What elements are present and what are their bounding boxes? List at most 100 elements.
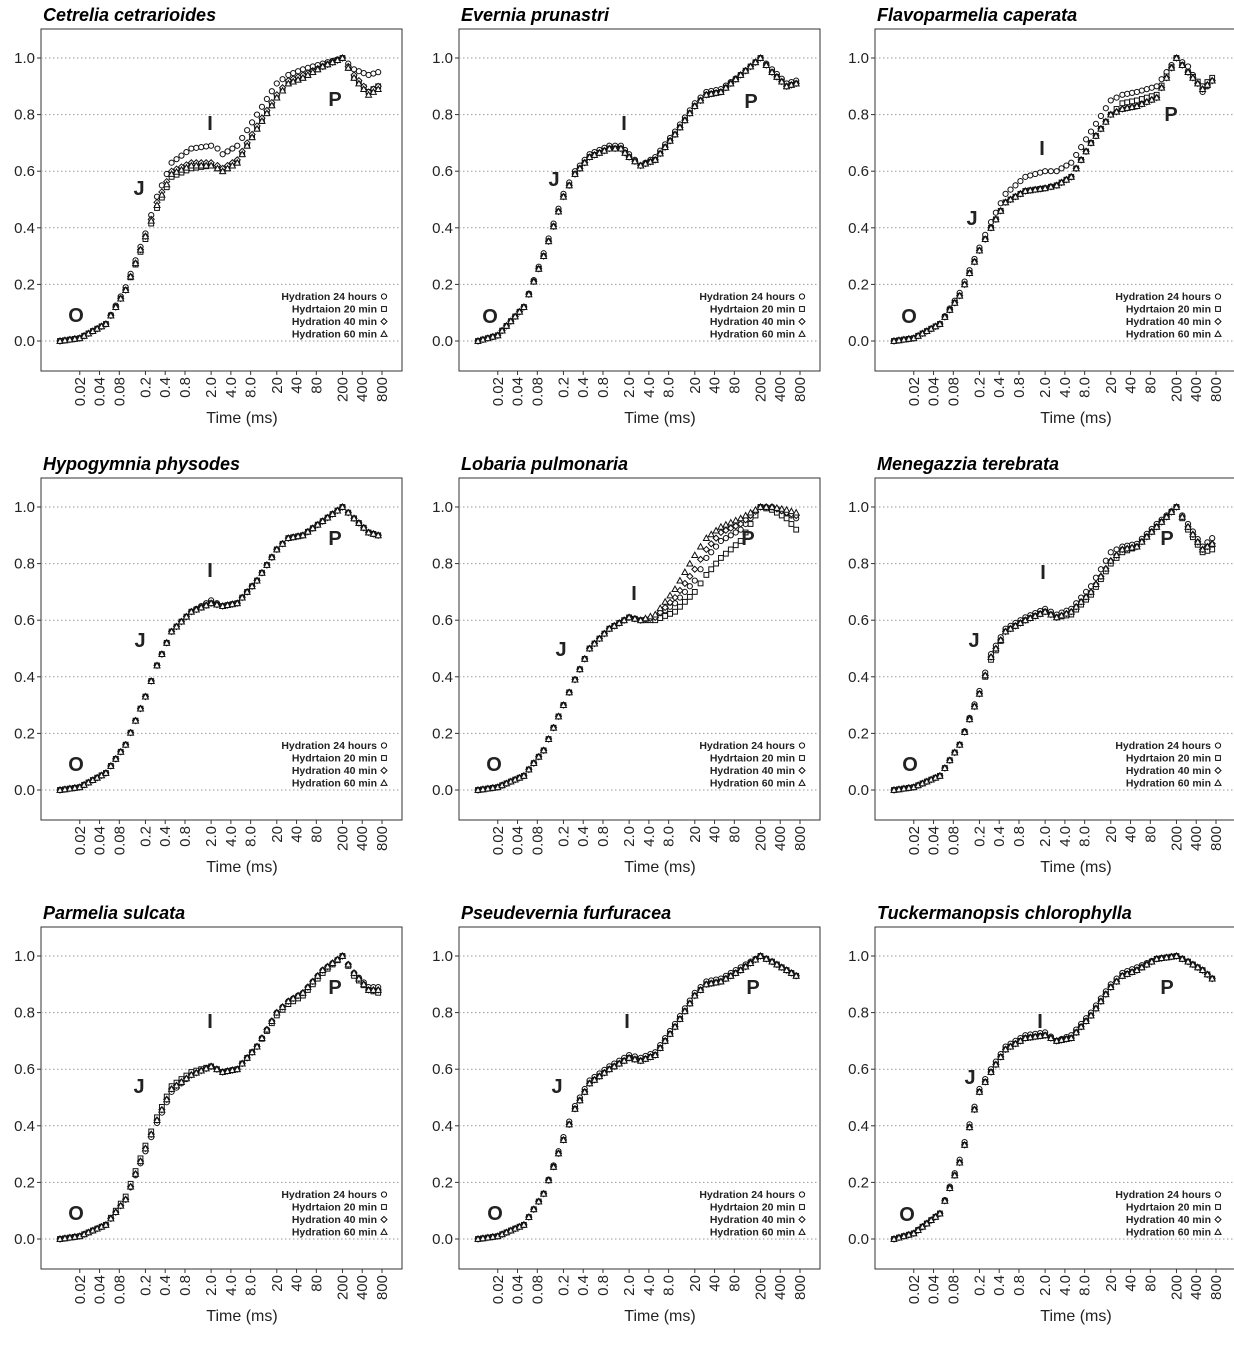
- data-point: [565, 688, 574, 696]
- x-tick-label: 400: [772, 377, 789, 402]
- data-point: [565, 1120, 574, 1128]
- data-point: [313, 520, 322, 528]
- phase-label-j: J: [134, 630, 145, 652]
- data-point: [656, 1043, 665, 1051]
- data-point: [1078, 144, 1085, 151]
- data-point: [576, 1096, 584, 1104]
- data-point: [595, 634, 604, 642]
- data-point: [792, 971, 801, 979]
- phase-label-o: O: [902, 754, 918, 776]
- x-tick-label: 0.4: [157, 1275, 174, 1296]
- data-point: [294, 75, 302, 83]
- legend-entry: Hydrtaion 20 min: [710, 1202, 795, 1214]
- data-point: [1106, 556, 1115, 564]
- phase-label-j: J: [133, 178, 144, 200]
- data-point: [1062, 1034, 1071, 1042]
- data-point: [1184, 68, 1192, 76]
- x-tick-label: 0.02: [490, 1275, 507, 1304]
- data-point: [576, 164, 584, 172]
- data-point: [1189, 530, 1197, 538]
- data-point: [1032, 170, 1039, 178]
- data-point: [960, 1140, 969, 1148]
- data-point: [1128, 103, 1136, 110]
- phase-label-i: I: [621, 113, 627, 135]
- legend-marker: [1215, 1204, 1221, 1210]
- data-point: [702, 90, 711, 98]
- data-point: [233, 1065, 242, 1073]
- legend-marker: [380, 1191, 388, 1198]
- legend-marker: [1215, 755, 1221, 761]
- data-point: [1162, 953, 1171, 961]
- data-point: [318, 966, 327, 974]
- data-point: [1138, 537, 1146, 545]
- data-point: [736, 966, 745, 974]
- x-tick-label: 0.02: [490, 377, 507, 406]
- x-tick-label: 0.2: [971, 1275, 988, 1296]
- data-point: [1037, 169, 1044, 176]
- legend-marker: [380, 778, 388, 786]
- x-axis-label: Time (ms): [206, 1308, 277, 1325]
- data-point: [1057, 1035, 1066, 1043]
- data-point: [173, 156, 180, 163]
- data-point: [1208, 539, 1217, 547]
- data-point: [554, 712, 563, 720]
- x-tick-label: 8.0: [243, 826, 260, 847]
- data-point: [126, 1182, 135, 1190]
- data-point: [1087, 128, 1095, 135]
- data-point: [927, 1216, 936, 1224]
- data-point: [182, 612, 191, 620]
- data-point: [278, 86, 287, 94]
- x-tick-label: 800: [1208, 826, 1225, 851]
- data-point: [900, 784, 908, 792]
- data-point: [267, 1017, 276, 1024]
- x-tick-label: 0.4: [157, 826, 174, 847]
- x-tick-label: 20: [687, 1275, 704, 1292]
- data-point: [344, 508, 353, 516]
- data-point: [182, 1074, 191, 1082]
- data-point: [111, 754, 120, 762]
- data-point: [167, 170, 176, 177]
- legend-entry: Hydration 24 hours: [1115, 291, 1211, 303]
- x-tick-label: 80: [726, 377, 743, 394]
- x-tick-label: 0.02: [490, 826, 507, 855]
- data-point: [273, 80, 280, 87]
- data-point: [1047, 168, 1054, 175]
- data-point: [747, 521, 754, 527]
- data-point: [1167, 63, 1176, 71]
- data-point: [641, 159, 650, 167]
- data-point: [777, 77, 786, 85]
- data-point: [355, 79, 363, 87]
- x-tick-label: 80: [1142, 826, 1159, 843]
- x-tick-label: 0.08: [111, 377, 128, 406]
- data-point: [203, 143, 210, 150]
- data-point: [187, 161, 196, 169]
- x-tick-label: 2.0: [203, 377, 220, 398]
- x-tick-label: 0.8: [1011, 377, 1028, 398]
- data-point: [520, 303, 528, 310]
- x-tick-label: 200: [752, 1275, 769, 1300]
- x-tick-label: 4.0: [641, 826, 658, 847]
- data-point: [717, 528, 725, 537]
- legend-entry: Hydration 24 hours: [699, 740, 795, 752]
- data-point: [177, 165, 186, 173]
- phase-label-o: O: [487, 1203, 503, 1225]
- data-point: [685, 559, 694, 567]
- data-point: [1057, 611, 1066, 619]
- data-point: [244, 127, 251, 134]
- y-tick-label: 1.0: [14, 499, 35, 516]
- data-point: [369, 985, 378, 993]
- data-point: [193, 144, 200, 151]
- x-tick-label: 0.08: [529, 826, 546, 855]
- data-point: [1097, 112, 1105, 120]
- data-point: [488, 1232, 497, 1240]
- y-tick-label: 0.2: [848, 725, 869, 742]
- data-point: [350, 514, 358, 522]
- legend-entry: Hydration 60 min: [1126, 329, 1211, 341]
- y-tick-label: 0.8: [432, 107, 453, 124]
- data-point: [732, 529, 739, 536]
- legend-marker: [798, 329, 806, 337]
- data-point: [167, 627, 176, 635]
- x-tick-label: 0.2: [971, 826, 988, 847]
- data-point: [992, 215, 1000, 223]
- data-point: [1172, 53, 1181, 61]
